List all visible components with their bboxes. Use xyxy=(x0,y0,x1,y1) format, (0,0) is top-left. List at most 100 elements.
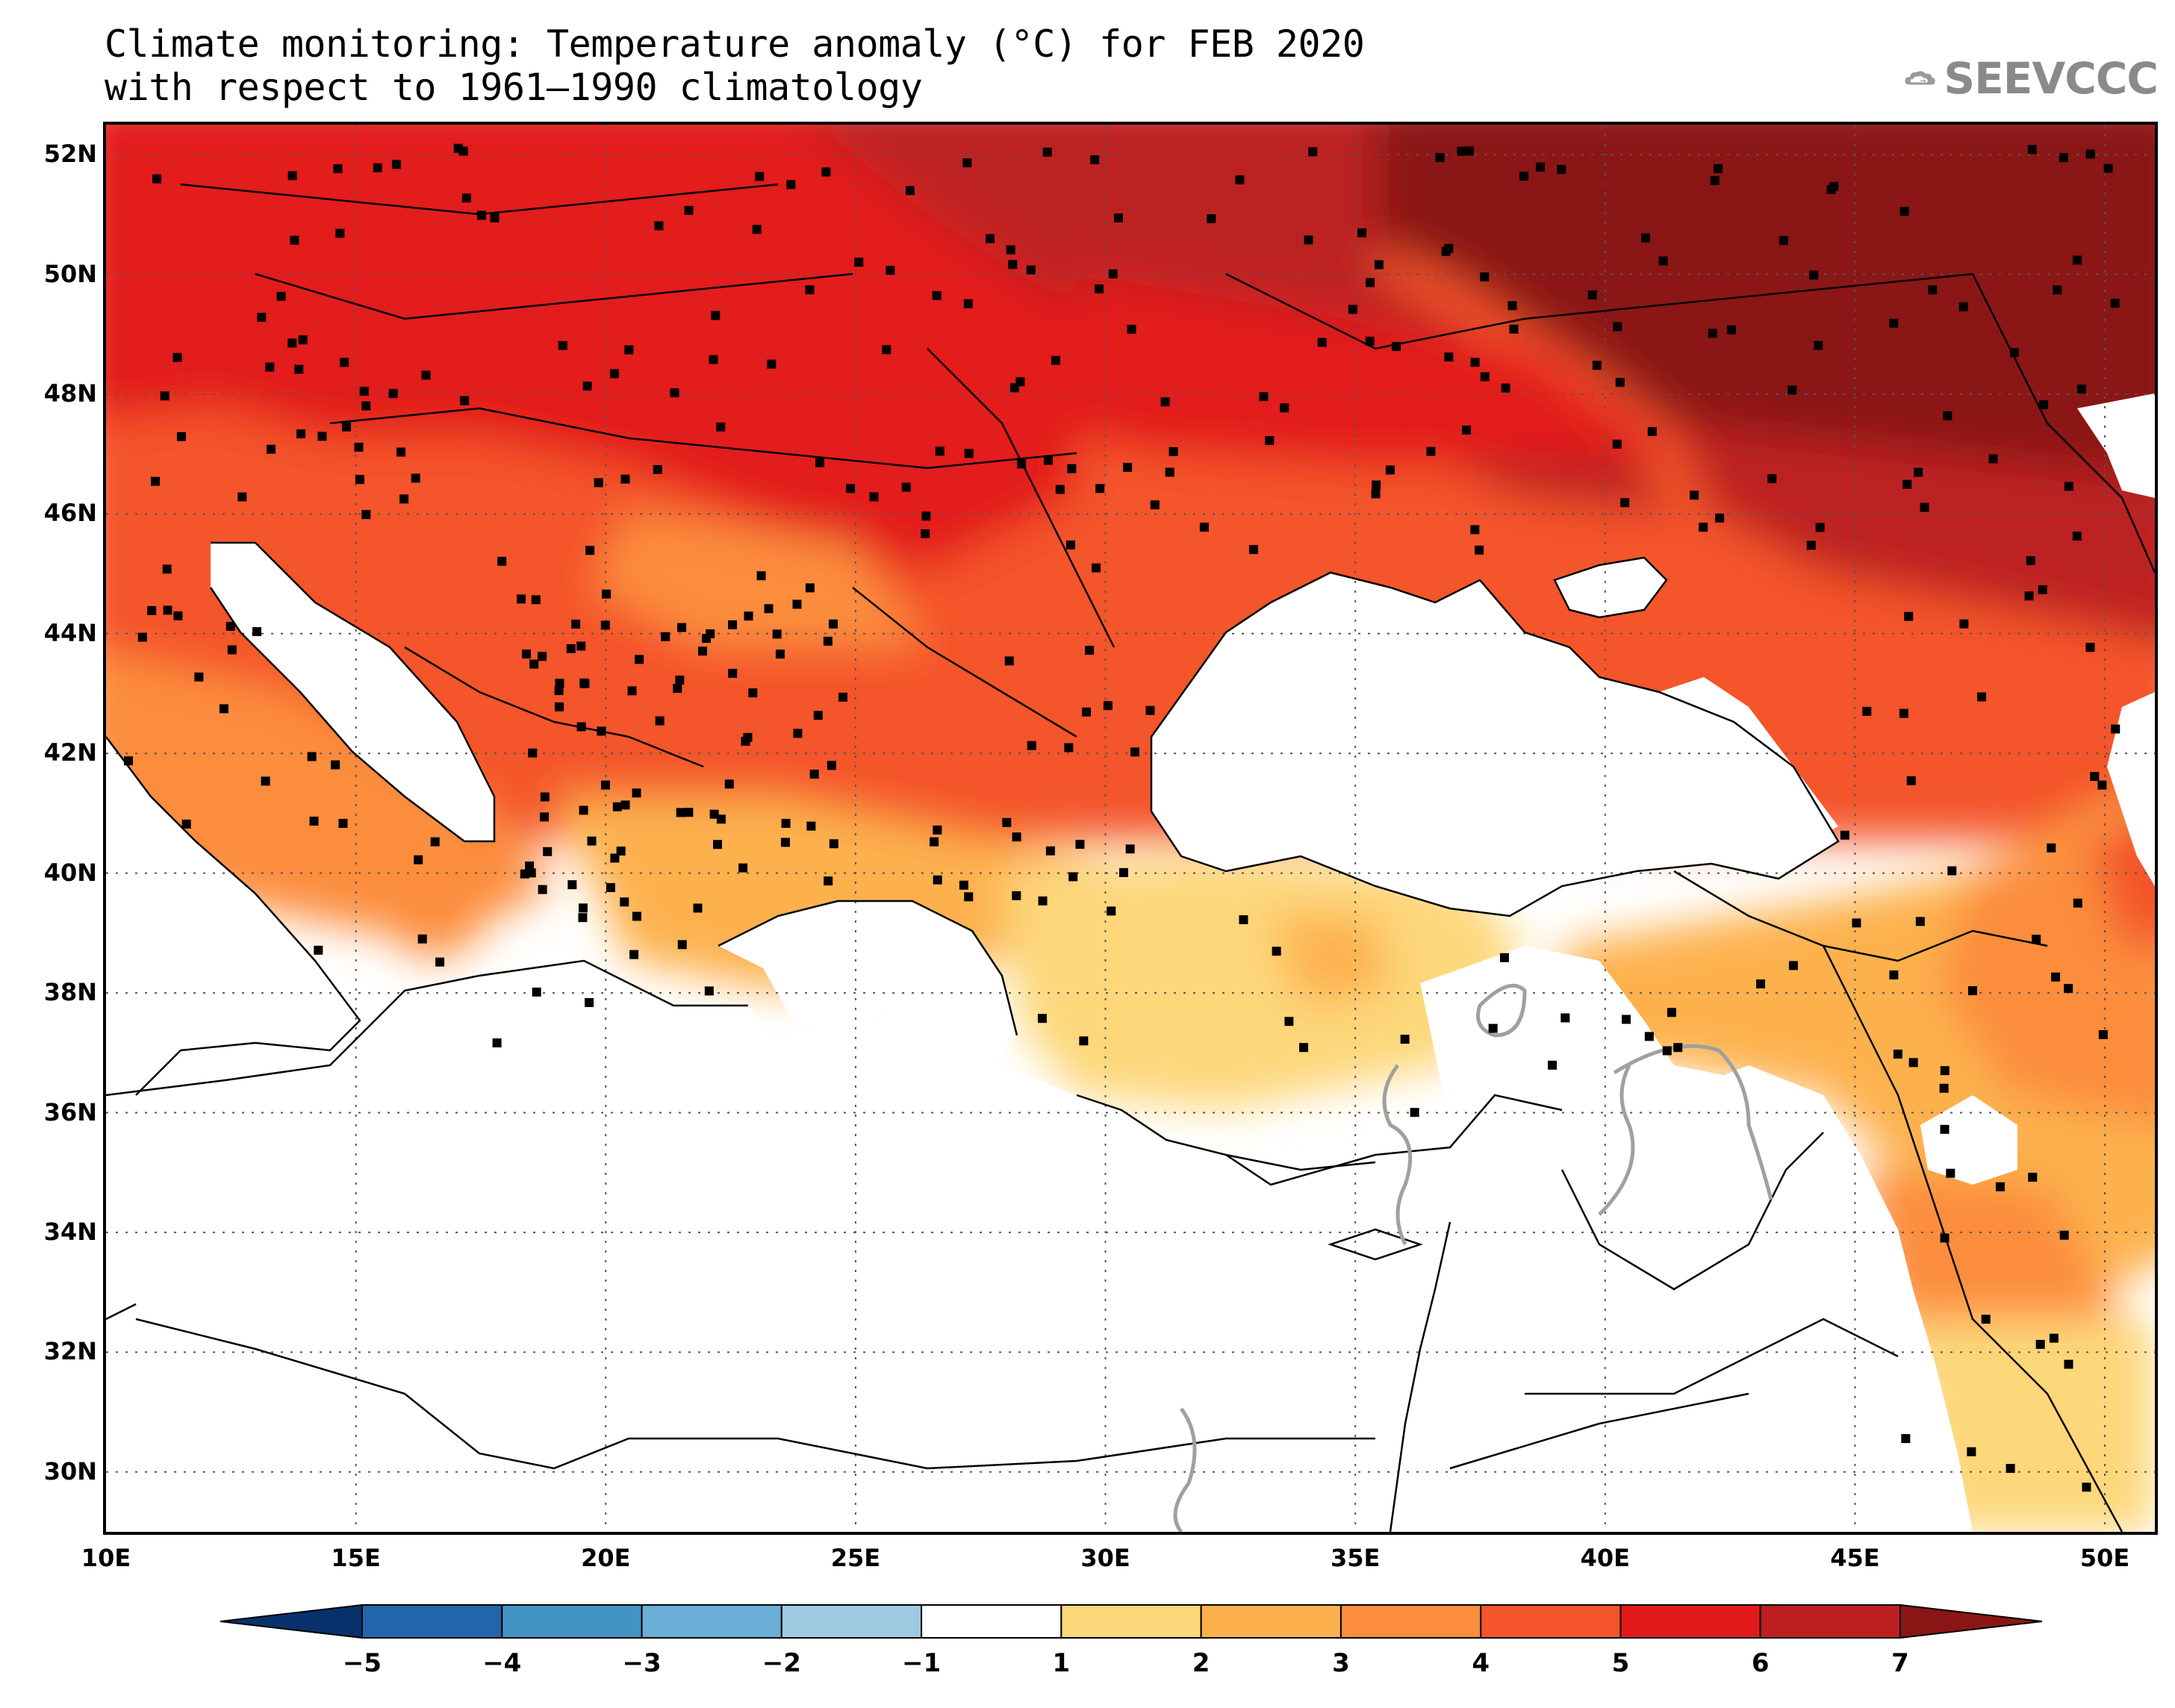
station-marker xyxy=(806,821,816,831)
station-marker xyxy=(1304,235,1313,245)
station-marker xyxy=(933,825,942,835)
station-marker xyxy=(555,702,564,711)
station-marker xyxy=(1557,164,1566,174)
station-marker xyxy=(1641,233,1651,243)
colorbar-tick-label: 7 xyxy=(1891,1648,1909,1678)
station-marker xyxy=(2009,348,2019,358)
station-marker xyxy=(933,875,942,885)
station-marker xyxy=(1977,692,1987,702)
station-marker xyxy=(522,649,532,659)
station-marker xyxy=(1119,867,1129,877)
station-marker xyxy=(331,760,340,770)
station-marker xyxy=(411,473,420,483)
station-marker xyxy=(1079,1036,1089,1046)
station-marker xyxy=(627,686,637,696)
station-marker xyxy=(1940,1066,1950,1076)
station-marker xyxy=(267,444,276,454)
station-marker xyxy=(964,892,974,902)
station-marker xyxy=(701,634,711,643)
station-marker xyxy=(435,957,445,967)
station-marker xyxy=(1958,302,1968,311)
station-marker xyxy=(1150,500,1160,510)
station-marker xyxy=(711,311,721,320)
station-marker xyxy=(1690,490,1699,500)
station-marker xyxy=(821,167,831,177)
station-marker xyxy=(1995,1182,2005,1191)
station-marker xyxy=(1715,513,1725,523)
station-marker xyxy=(1947,866,1957,876)
station-marker xyxy=(1012,891,1021,900)
station-marker xyxy=(2059,1230,2069,1240)
station-marker xyxy=(1348,305,1357,314)
graticule xyxy=(106,125,2155,1532)
station-marker xyxy=(1852,918,1861,928)
longitude-tick-label: 15E xyxy=(331,1544,381,1572)
station-marker xyxy=(1548,1060,1558,1070)
station-marker xyxy=(675,676,685,685)
station-marker xyxy=(1967,986,1977,996)
station-marker xyxy=(813,711,823,720)
station-marker xyxy=(1145,705,1155,715)
station-marker xyxy=(901,482,911,492)
station-marker xyxy=(1535,162,1545,172)
station-marker xyxy=(1620,498,1630,508)
station-marker xyxy=(886,266,895,275)
station-marker xyxy=(2064,1359,2073,1369)
station-marker xyxy=(388,389,398,399)
station-marker xyxy=(1788,961,1798,970)
station-marker xyxy=(298,335,308,345)
station-marker xyxy=(1561,1013,1570,1023)
station-marker xyxy=(1391,342,1401,352)
station-marker xyxy=(261,776,270,786)
station-marker xyxy=(543,847,553,856)
station-marker xyxy=(838,692,847,702)
station-marker xyxy=(716,814,726,824)
station-marker xyxy=(1284,1017,1294,1026)
station-marker xyxy=(1904,611,1914,621)
station-marker xyxy=(373,163,382,172)
anomaly-map xyxy=(106,125,2155,1532)
station-marker xyxy=(162,564,172,574)
colorbar-tick-label: −1 xyxy=(902,1648,942,1678)
station-marker xyxy=(728,620,738,629)
station-marker xyxy=(492,1038,502,1048)
station-marker xyxy=(1365,337,1375,346)
station-marker xyxy=(653,464,662,474)
latitude-tick-label: 36N xyxy=(43,1097,97,1126)
station-marker xyxy=(1002,817,1012,827)
station-marker xyxy=(257,313,267,322)
station-marker xyxy=(520,869,529,879)
station-marker xyxy=(2032,935,2041,944)
colorbar-segment xyxy=(1480,1604,1622,1639)
station-marker xyxy=(2111,724,2120,734)
station-marker xyxy=(1259,392,1269,402)
station-marker xyxy=(1902,479,1912,489)
station-marker xyxy=(824,876,833,886)
station-marker xyxy=(1038,896,1048,906)
colorbar-tick-label: −4 xyxy=(482,1648,522,1678)
cloud-icon xyxy=(1905,71,1935,85)
station-marker xyxy=(335,228,345,238)
station-marker xyxy=(1017,459,1027,469)
station-marker xyxy=(1470,525,1480,534)
station-marker xyxy=(578,913,588,923)
station-marker xyxy=(1480,372,1490,381)
latitude-tick-label: 46N xyxy=(43,499,97,528)
station-marker xyxy=(1426,446,1436,456)
station-marker xyxy=(1113,213,1123,222)
station-marker xyxy=(532,987,541,997)
longitude-tick-label: 50E xyxy=(2079,1544,2130,1572)
station-marker xyxy=(606,882,615,892)
colorbar-tick-label: 3 xyxy=(1332,1648,1350,1678)
station-marker xyxy=(1067,464,1077,473)
station-marker xyxy=(676,808,685,817)
station-marker xyxy=(361,510,371,520)
station-marker xyxy=(748,688,758,698)
station-marker xyxy=(309,816,319,826)
station-marker xyxy=(655,716,665,726)
colorbar-segment xyxy=(641,1604,782,1639)
station-marker xyxy=(2006,1464,2015,1474)
station-marker xyxy=(1613,322,1622,331)
station-marker xyxy=(743,732,753,742)
station-marker xyxy=(1103,701,1113,711)
